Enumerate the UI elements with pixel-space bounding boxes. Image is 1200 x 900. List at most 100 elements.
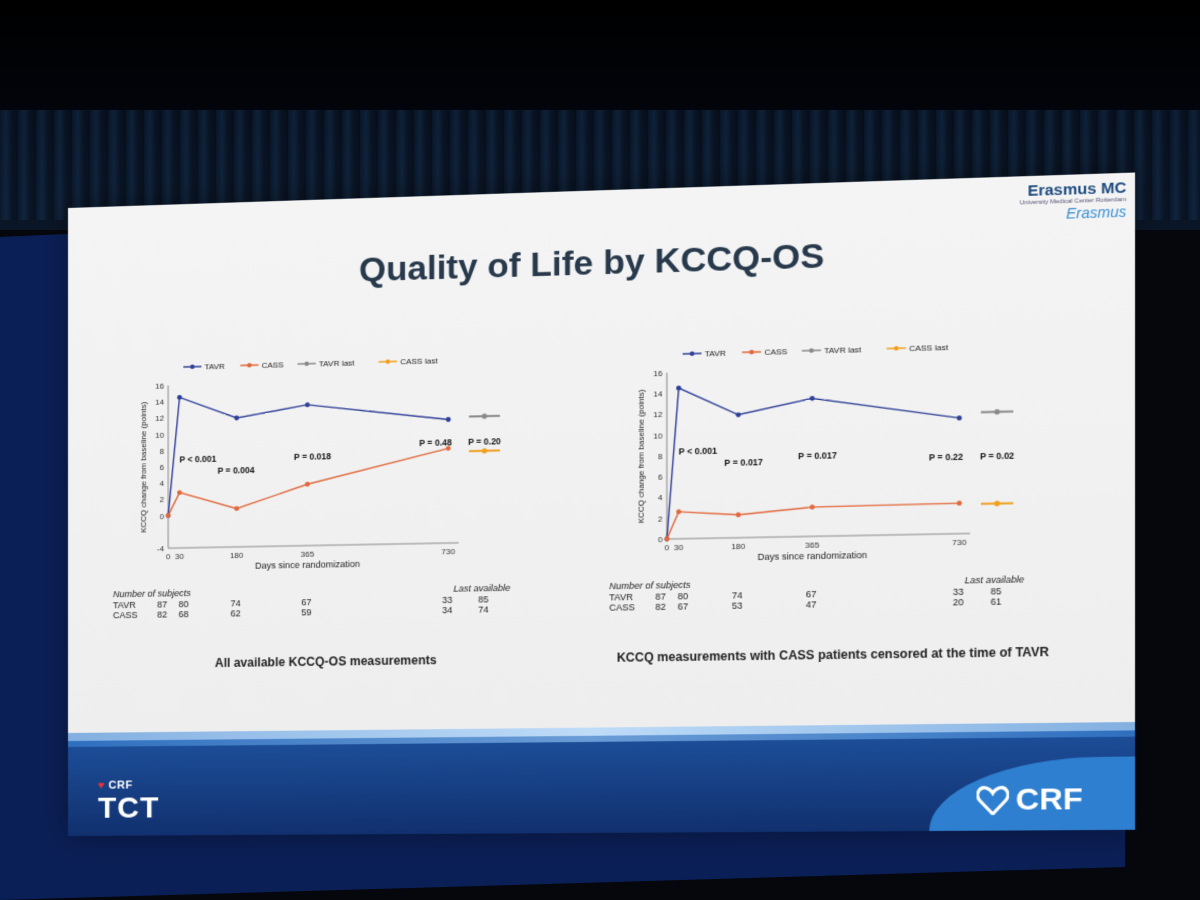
y-tick-label: 0 [160, 512, 165, 521]
slide-footer: ♥ CRF TCT CRF [68, 730, 1135, 836]
legend-marker [190, 364, 194, 369]
x-tick-label: 730 [441, 547, 455, 556]
y-tick-label: 8 [658, 452, 663, 461]
subjects-count: 87 [655, 591, 666, 601]
data-point-cass [234, 506, 239, 511]
data-point-cass [664, 537, 669, 542]
subjects-row-label: TAVR [609, 592, 633, 603]
last-available-header: Last available [453, 583, 510, 594]
data-point-tavr [810, 396, 815, 401]
legend-entry: TAVR last [319, 358, 355, 368]
subjects-last-count: 85 [478, 594, 488, 604]
last-available-point [482, 448, 487, 453]
y-tick-label: 6 [658, 473, 663, 482]
data-point-tavr [234, 416, 239, 421]
y-tick-label: 16 [155, 382, 165, 391]
y-tick-label: 4 [658, 493, 663, 502]
data-point-tavr [736, 412, 741, 417]
data-point-cass [957, 501, 962, 506]
y-tick-label: 12 [653, 410, 663, 419]
subjects-header: Number of subjects [113, 588, 191, 599]
data-point-tavr [177, 395, 182, 400]
last-available-header: Last available [965, 574, 1024, 585]
crf-heart-icon [977, 786, 1009, 815]
institution-signature: Erasmus [1020, 203, 1127, 223]
subjects-count: 59 [301, 607, 311, 617]
subjects-row-label: TAVR [113, 600, 136, 610]
data-point-tavr [676, 386, 681, 391]
last-available-point [994, 409, 1000, 415]
last-available-point [994, 501, 1000, 507]
legend-marker [809, 348, 814, 353]
y-tick-label: 0 [658, 535, 663, 544]
kccq-chart-all: -402468101214160 30 180 365 730Days since ra… [113, 345, 541, 587]
subjects-count: 82 [157, 609, 167, 619]
legend-marker [386, 359, 391, 364]
subjects-count: 47 [806, 599, 817, 609]
legend-marker [247, 363, 251, 368]
x-tick-label: 180 [230, 551, 244, 560]
y-axis-label: KCCQ change from baseline (points) [636, 389, 645, 523]
data-point-cass [166, 513, 171, 518]
x-tick-label: 365 [301, 550, 315, 559]
chart-caption-all: All available KCCQ-OS measurements [113, 652, 541, 672]
y-axis-label: KCCQ change from baseline (points) [139, 401, 148, 533]
y-tick-label: 10 [155, 430, 165, 439]
p-value-annotation: P < 0.001 [180, 454, 217, 465]
subjects-header: Number of subjects [609, 580, 690, 592]
legend-marker [304, 361, 308, 366]
data-point-cass [177, 490, 182, 495]
data-point-tavr [446, 417, 451, 422]
presentation-slide: Erasmus MC University Medical Center Rot… [68, 173, 1135, 836]
subjects-count: 33 [442, 595, 452, 605]
legend-entry: CASS last [909, 343, 949, 353]
y-tick-label: 10 [653, 431, 663, 440]
p-value-annotation: P = 0.22 [929, 452, 963, 463]
y-tick-label: 2 [658, 514, 663, 523]
subjects-row-label: CASS [609, 602, 635, 613]
subjects-count: 33 [953, 587, 964, 598]
subjects-count: 67 [678, 601, 689, 611]
tct-label: TCT [98, 791, 160, 826]
x-tick-label: 365 [805, 540, 820, 550]
legend-marker [894, 346, 899, 351]
x-tick-label: 0 [166, 552, 171, 561]
subjects-count: 67 [806, 589, 817, 599]
y-tick-label: 14 [155, 398, 165, 407]
subjects-count: 74 [231, 598, 241, 608]
legend-entry: CASS last [400, 356, 438, 366]
p-value-annotation: P = 0.48 [419, 438, 452, 449]
subjects-count: 53 [732, 600, 743, 610]
data-point-tavr [305, 402, 310, 407]
slide-title: Quality of Life by KCCQ-OS [68, 227, 1135, 299]
subjects-count: 62 [231, 608, 241, 618]
x-axis [667, 533, 970, 539]
heart-icon: ♥ [98, 780, 105, 792]
y-tick-label: 2 [160, 495, 165, 504]
y-tick-label: -4 [157, 544, 165, 553]
subjects-count: 82 [655, 602, 666, 612]
y-tick-label: 12 [155, 414, 165, 423]
legend-entry: TAVR last [824, 345, 862, 355]
legend-entry: CASS [262, 360, 284, 370]
crf-label: CRF [1016, 782, 1083, 818]
x-tick-label: 30 [175, 552, 185, 561]
data-point-cass [810, 505, 815, 510]
x-axis-label: Days since randomization [255, 559, 360, 571]
p-value-annotation: P = 0.02 [980, 451, 1015, 462]
subjects-count: 67 [301, 597, 311, 607]
data-point-cass [305, 482, 310, 487]
x-axis [168, 543, 458, 548]
subjects-count: 34 [442, 605, 452, 615]
erasmus-logo: Erasmus MC University Medical Center Rot… [1020, 179, 1127, 223]
legend-marker [749, 350, 754, 355]
x-tick-label: 30 [674, 543, 684, 552]
p-value-annotation: P = 0.20 [468, 437, 501, 448]
legend-entry: TAVR [204, 362, 225, 372]
data-point-tavr [957, 415, 962, 420]
y-tick-label: 6 [160, 463, 165, 472]
x-tick-label: 730 [952, 538, 967, 548]
p-value-annotation: P = 0.004 [218, 465, 255, 476]
subjects-count: 80 [179, 599, 189, 609]
legend-entry: CASS [764, 347, 787, 357]
